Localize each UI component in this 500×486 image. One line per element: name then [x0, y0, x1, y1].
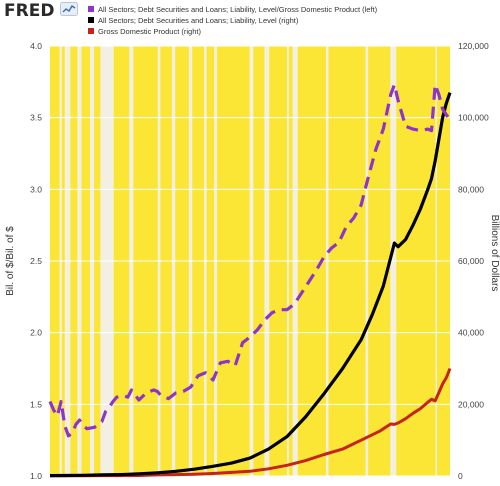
y-tick-label-right: 0 — [458, 471, 463, 481]
series-line-debt-to-gdp — [48, 83, 452, 438]
legend-label-debt-to-gdp: All Sectors; Debt Securities and Loans; … — [98, 5, 378, 14]
y-axis-title-left: Bil. of $/Bil. of $ — [5, 226, 16, 296]
legend-item-debt-to-gdp: All Sectors; Debt Securities and Loans; … — [88, 4, 377, 15]
y-tick-label-right: 60,000 — [458, 256, 484, 266]
fred-logo: FRED — [4, 1, 55, 21]
legend-swatch-purple — [88, 6, 94, 12]
legend-item-gdp: Gross Domestic Product (right) — [88, 26, 201, 37]
y-tick-label-right: 100,000 — [458, 113, 489, 123]
y-tick-label-left: 3.0 — [30, 184, 42, 194]
legend-swatch-red — [88, 28, 94, 34]
legend-label-gdp: Gross Domestic Product (right) — [98, 27, 201, 36]
y-tick-label-right: 80,000 — [458, 184, 484, 194]
legend-label-debt-level: All Sectors; Debt Securities and Loans; … — [98, 16, 299, 25]
y-tick-label-left: 4.0 — [30, 41, 42, 51]
y-tick-label-left: 3.5 — [30, 113, 42, 123]
chart-line-icon — [60, 2, 78, 16]
y-tick-label-left: 1.0 — [30, 471, 42, 481]
chart-header: FRED All Sectors; Debt Securities and Lo… — [0, 0, 500, 40]
chart-area: 1.0 0 1.5 20,000 2.0 40,000 2.5 60,000 3.0 80,000… — [5, 41, 500, 481]
series-line-gdp — [49, 367, 452, 478]
y-axis-title-right: Billions of Dollars — [489, 215, 500, 292]
y-tick-label-left: 2.5 — [30, 256, 42, 266]
y-tick-label-right: 20,000 — [458, 399, 484, 409]
y-tick-label-right: 120,000 — [458, 41, 489, 51]
y-tick-label-left: 1.5 — [30, 399, 42, 409]
y-tick-label-left: 2.0 — [30, 328, 42, 338]
legend-swatch-black — [88, 17, 94, 23]
legend-item-debt-level: All Sectors; Debt Securities and Loans; … — [88, 15, 298, 26]
y-tick-label-right: 40,000 — [458, 328, 484, 338]
series-line-debt-level — [49, 92, 452, 478]
